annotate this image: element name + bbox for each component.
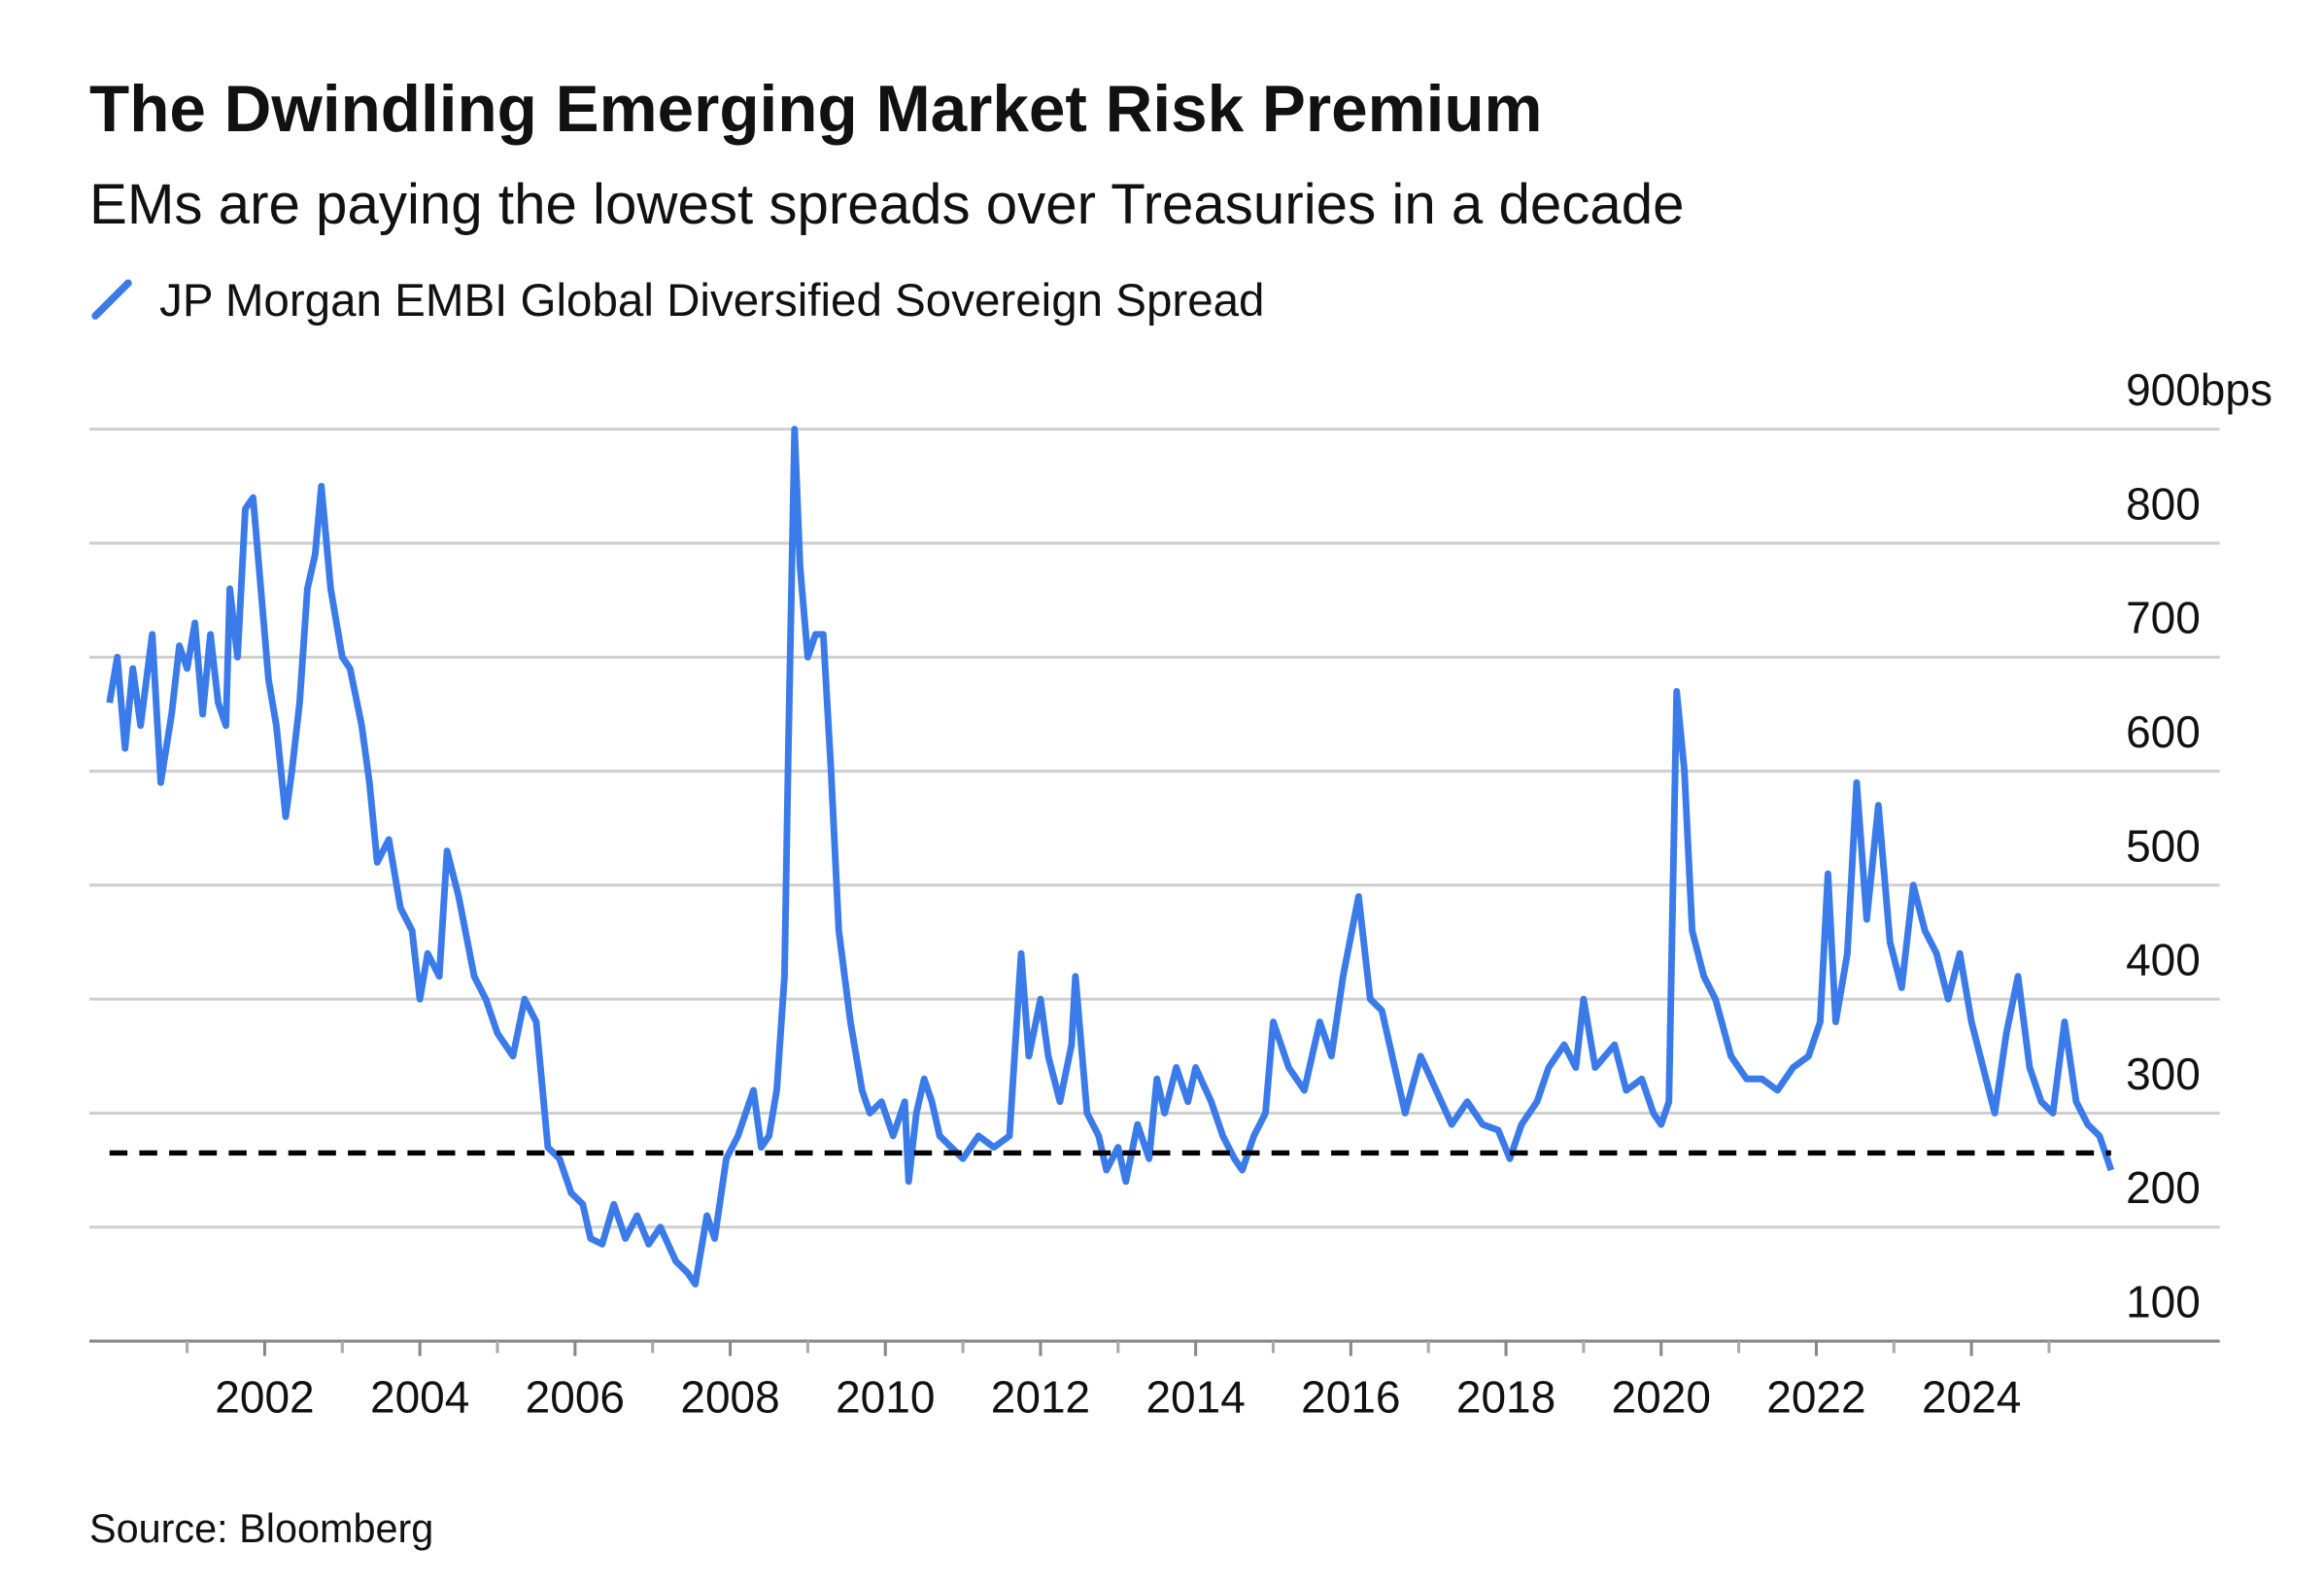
x-tick-label: 2004 (370, 1372, 469, 1423)
y-tick-label: 300 (2126, 1049, 2201, 1099)
x-tick-label: 2016 (1301, 1372, 1400, 1423)
y-tick-label: 700 (2126, 593, 2201, 643)
y-tick-label: 900bps (2126, 364, 2273, 415)
chart-title: The Dwindling Emerging Market Risk Premi… (89, 73, 1543, 146)
y-tick-label: 100 (2126, 1277, 2201, 1327)
legend-label: JP Morgan EMBI Global Diversified Sovere… (159, 275, 1264, 327)
y-tick-label: 800 (2126, 478, 2201, 529)
y-tick-label: 400 (2126, 935, 2201, 985)
x-tick-label: 2006 (526, 1372, 625, 1423)
x-tick-label: 2024 (1922, 1372, 2021, 1423)
x-tick-label: 2012 (991, 1372, 1090, 1423)
x-tick-label: 2018 (1456, 1372, 1555, 1423)
x-tick-label: 2020 (1612, 1372, 1711, 1423)
x-tick-label: 2014 (1145, 1372, 1245, 1423)
y-tick-label: 600 (2126, 706, 2201, 757)
source-note: Source: Bloomberg (89, 1506, 433, 1551)
x-tick-label: 2008 (680, 1372, 779, 1423)
y-tick-label: 200 (2126, 1162, 2201, 1213)
chart-subtitle: EMs are paying the lowest spreads over T… (89, 173, 1685, 236)
x-tick-label: 2022 (1766, 1372, 1865, 1423)
legend-swatch (91, 279, 132, 320)
data-line (106, 426, 2115, 1288)
x-tick-label: 2010 (836, 1372, 935, 1423)
x-tick-label: 2002 (215, 1372, 314, 1423)
y-tick-label: 500 (2126, 820, 2201, 871)
